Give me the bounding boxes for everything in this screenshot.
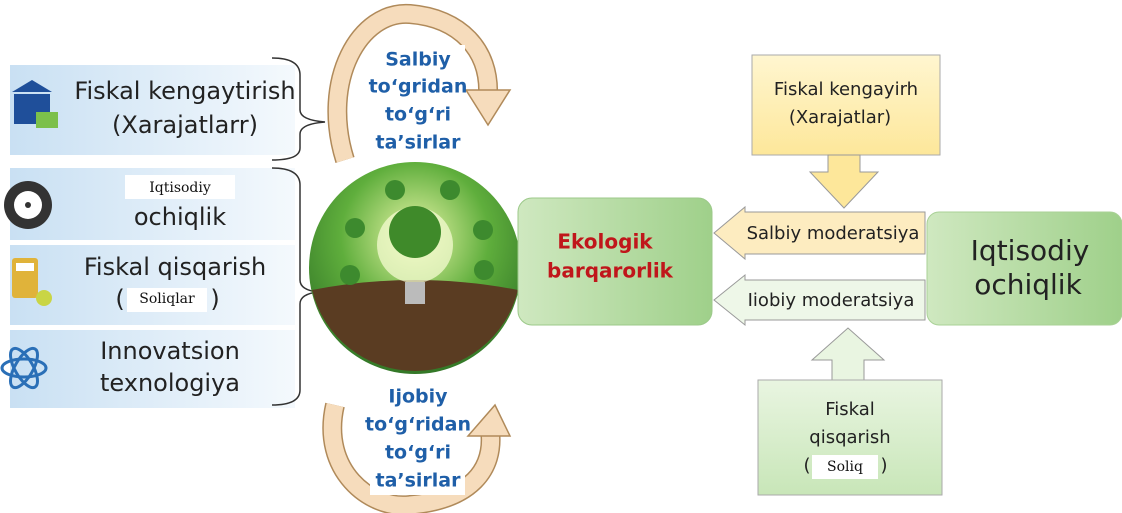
- box-text: Fiskal: [825, 399, 875, 420]
- effect-text: Ijobiy: [388, 386, 448, 408]
- overlay-text: Soliq: [827, 459, 863, 475]
- box-text: Fiskal qisqarish: [84, 253, 266, 281]
- box-text: Fiskal kengayirh: [774, 79, 918, 100]
- effect-text: to‘gridan: [369, 76, 468, 98]
- diagram: Fiskal kengaytirish (Xarajatlarr) Iqtiso…: [0, 0, 1122, 513]
- box-text: (: [115, 285, 124, 313]
- box-text: Fiskal kengaytirish: [74, 77, 295, 105]
- effect-text: Salbiy: [385, 49, 451, 71]
- center-text: Ekologik: [557, 230, 653, 254]
- main-text: Iqtisodiy: [971, 234, 1090, 267]
- box-text: ): [210, 285, 219, 313]
- box-text: ochiqlik: [134, 203, 226, 231]
- down-arrow: [810, 155, 878, 208]
- overlay-text: Soliqlar: [139, 291, 195, 307]
- arrow-text: Iiobiy moderatsiya: [748, 290, 915, 311]
- overlay-text: Iqtisodiy: [149, 180, 211, 196]
- effect-text: ta’sirlar: [375, 470, 461, 492]
- gear-icon: [4, 181, 52, 229]
- top-box: [752, 55, 940, 155]
- box-text: (: [803, 455, 810, 476]
- effect-text: to‘g‘ri: [385, 442, 451, 464]
- effect-text: to‘g‘ridan: [365, 414, 471, 436]
- box-text: Innovatsion: [100, 337, 240, 365]
- center-text: barqarorlik: [547, 259, 674, 283]
- eco-image: [309, 162, 521, 374]
- effect-text: to‘g‘ri: [385, 104, 451, 126]
- box-text: (Xarajatlarr): [112, 111, 258, 139]
- box-text: texnologiya: [100, 369, 240, 397]
- box-text: (Xarajatlar): [789, 107, 891, 128]
- up-arrow: [812, 328, 884, 380]
- left-boxes: Fiskal kengaytirish (Xarajatlarr) Iqtiso…: [2, 65, 296, 408]
- effect-text: ta’sirlar: [375, 132, 461, 154]
- box-text: qisqarish: [809, 427, 890, 448]
- box-text: ): [880, 455, 887, 476]
- main-text: ochiqlik: [974, 268, 1082, 301]
- arrow-text: Salbiy moderatsiya: [747, 223, 920, 244]
